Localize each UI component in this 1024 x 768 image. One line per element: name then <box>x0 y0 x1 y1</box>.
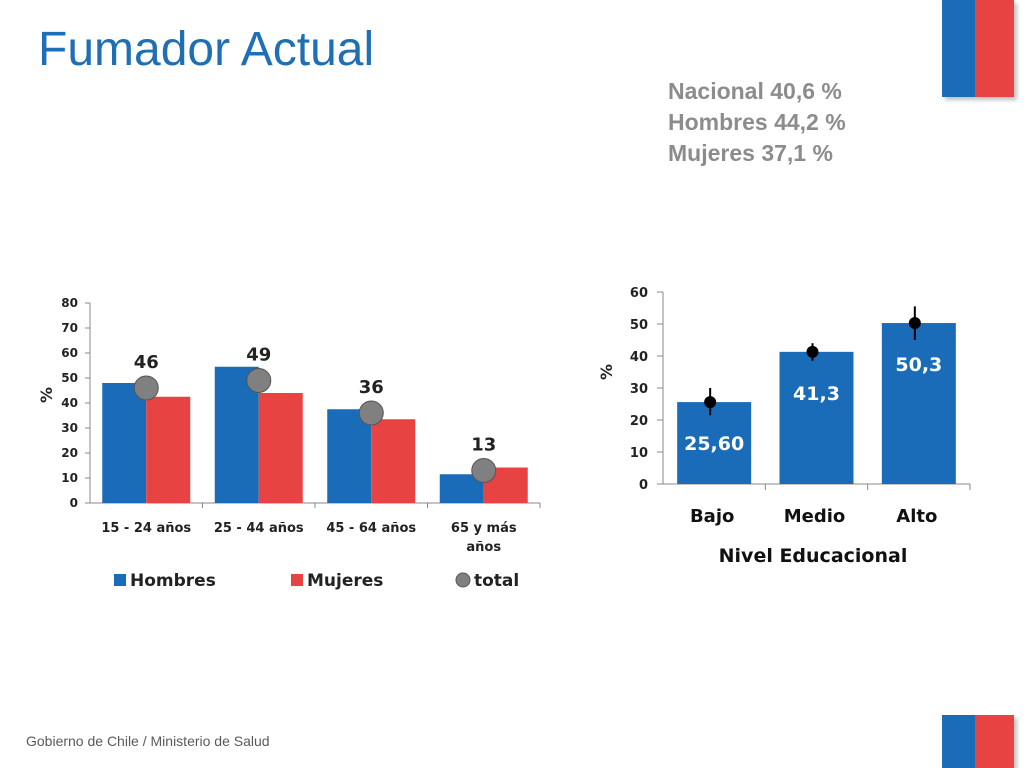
total-data-label: 36 <box>359 377 384 398</box>
total-data-label: 46 <box>134 352 159 373</box>
bar-data-label: 50,3 <box>895 354 942 376</box>
total-marker <box>358 400 384 426</box>
y-tick-label: 10 <box>61 471 78 485</box>
summary-stats: Nacional 40,6 % Hombres 44,2 % Mujeres 3… <box>668 76 846 169</box>
legend-swatch-hombres <box>114 574 126 586</box>
legend-label-hombres: Hombres <box>130 571 216 591</box>
y-tick-label: 80 <box>61 296 78 310</box>
x-category-label: Bajo <box>690 506 734 527</box>
y-axis-title: % <box>597 364 616 380</box>
summary-hombres: Hombres 44,2 % <box>668 109 846 135</box>
y-tick-label: 20 <box>630 414 648 429</box>
y-tick-label: 0 <box>70 496 78 510</box>
legend-marker-total <box>455 572 471 588</box>
x-category-label: 65 y más <box>451 521 517 536</box>
bar-mujeres <box>258 393 303 503</box>
bar-hombres <box>102 383 147 503</box>
education-level-bar-chart: 0 10 20 30 40 50 60% 25,60 Bajo 41,3 Medio 50,3 Alto… <box>597 286 971 567</box>
total-data-label: 13 <box>471 435 496 456</box>
legend-label-total: total <box>474 571 519 591</box>
total-data-label: 49 <box>246 345 271 366</box>
y-tick-label: 40 <box>630 350 648 365</box>
y-tick-label: 10 <box>630 446 648 461</box>
chile-flag-logo-bottom <box>942 715 1014 768</box>
y-tick-label: 50 <box>630 318 648 333</box>
point-estimate-marker <box>806 345 819 358</box>
total-marker <box>133 375 159 401</box>
footer-text: Gobierno de Chile / Ministerio de Salud <box>26 733 270 749</box>
point-estimate-marker <box>908 317 921 330</box>
y-tick-label: 60 <box>630 286 648 301</box>
age-group-bar-chart: 0 10 20 30 40 50 60 70 80% 46 15 - 24 años 49 25 - 4… <box>37 296 541 591</box>
x-category-label: años <box>466 540 501 555</box>
x-category-label: 45 - 64 años <box>326 521 416 536</box>
y-tick-label: 40 <box>61 396 78 410</box>
bar-data-label: 25,60 <box>684 433 744 455</box>
y-tick-label: 20 <box>61 446 78 460</box>
point-estimate-marker <box>704 396 717 409</box>
total-marker <box>246 368 272 393</box>
summary-nacional: Nacional 40,6 % <box>668 78 842 104</box>
summary-mujeres: Mujeres 37,1 % <box>668 140 833 166</box>
bar-data-label: 41,3 <box>793 383 840 405</box>
y-tick-label: 70 <box>61 321 78 335</box>
bar-nivel-educacional <box>779 351 854 484</box>
bar-nivel-educacional <box>881 323 956 484</box>
legend-swatch-mujeres <box>291 574 303 586</box>
total-marker <box>471 458 497 483</box>
bar-mujeres <box>146 396 191 503</box>
x-category-label: 25 - 44 años <box>214 521 304 536</box>
page-title: Fumador Actual <box>38 23 375 76</box>
legend-label-mujeres: Mujeres <box>307 571 383 591</box>
y-tick-label: 50 <box>61 371 78 385</box>
chile-flag-logo-top <box>942 0 1014 97</box>
x-category-label: Medio <box>784 506 846 527</box>
bar-nivel-educacional <box>677 402 752 484</box>
x-category-label: Alto <box>896 506 937 527</box>
y-tick-label: 30 <box>61 421 78 435</box>
y-tick-label: 60 <box>61 346 78 360</box>
y-tick-label: 30 <box>630 382 648 397</box>
y-axis-title: % <box>37 387 56 403</box>
bar-hombres <box>327 409 372 503</box>
bar-mujeres <box>371 419 416 503</box>
y-tick-label: 0 <box>639 478 648 493</box>
x-axis-title: Nivel Educacional <box>719 545 908 567</box>
x-category-label: 15 - 24 años <box>101 521 191 536</box>
